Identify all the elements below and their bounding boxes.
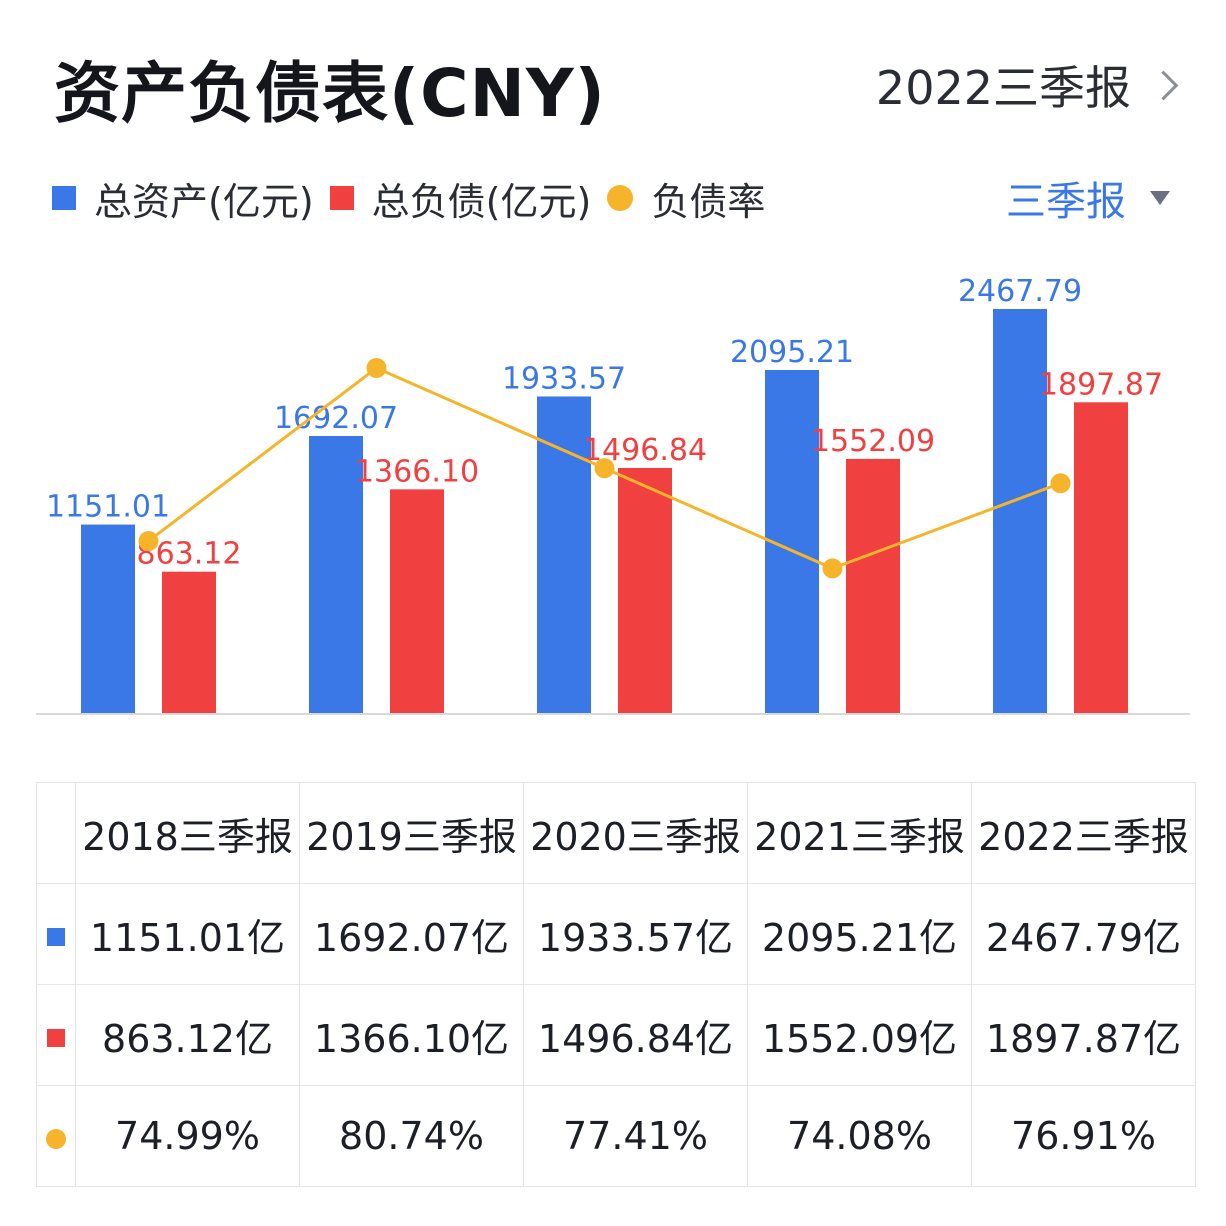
balance-sheet-chart: 1151.01863.121692.071366.101933.571496.8… [36,274,1190,715]
table-row-ratio: 74.99% 80.74% 77.41% 74.08% 76.91% [36,1085,1196,1187]
legend-label-assets: 总资产(亿元) [94,179,314,224]
table-cell: 77.41% [523,1085,748,1187]
table-cell: 1692.07亿 [299,883,524,985]
data-label-assets: 1933.57 [502,361,626,396]
data-label-liabilities: 1366.10 [355,454,479,489]
legend-swatch-assets [52,186,76,210]
table-cell: 2467.79亿 [971,883,1196,985]
table-column-header: 2019三季报 [299,782,524,884]
legend-item-ratio[interactable]: 负债率 [607,171,765,226]
report-period-link[interactable]: 2022三季报 [875,52,1179,118]
table-row-assets: 1151.01亿 1692.07亿 1933.57亿 2095.21亿 2467.79亿 [36,883,1196,985]
legend-item-assets[interactable]: 总资产(亿元) [52,171,314,226]
table-cell: 80.74% [299,1085,524,1187]
caret-down-icon [1150,191,1170,205]
bar-liabilities [618,467,672,713]
data-label-assets: 2095.21 [730,335,854,370]
row-marker-square [47,1028,65,1047]
table-column-header: 2022三季报 [971,782,1196,884]
legend-label-liabilities: 总负债(亿元) [371,179,592,224]
bar-liabilities [390,489,444,713]
data-label-assets: 1151.01 [46,490,170,525]
table-row-marker-cell [36,883,76,985]
bar-assets [309,435,363,713]
table-cell: 1496.84亿 [523,984,748,1086]
table-cell: 1151.01亿 [75,883,300,985]
data-label-assets: 2467.79 [958,274,1082,309]
table-cell: 1933.57亿 [523,883,748,985]
table-cell: 1552.09亿 [747,984,972,1086]
report-period-label: 2022三季报 [875,61,1131,115]
chart-legend: 总资产(亿元) 总负债(亿元) 负债率 [52,172,781,224]
row-marker-square [47,927,65,946]
bar-liabilities [846,458,900,713]
legend-swatch-liabilities [329,186,354,210]
table-cell: 74.99% [75,1085,300,1187]
table-row-marker-cell [36,984,76,1086]
legend-swatch-ratio [607,185,634,211]
table-column-header: 2020三季报 [523,782,748,884]
table-row-marker-cell [36,1085,76,1187]
chevron-right-icon [1148,70,1179,100]
table-column-header: 2018三季报 [75,782,300,884]
data-label-liabilities: 1552.09 [811,424,935,459]
table-cell: 863.12亿 [75,984,300,1086]
ratio-point [1050,473,1071,494]
table-cell: 1897.87亿 [971,984,1196,1086]
table-row-liabilities: 863.12亿 1366.10亿 1496.84亿 1552.09亿 1897.87亿 [36,984,1196,1086]
period-type-dropdown[interactable]: 三季报 [1006,172,1170,225]
ratio-point [594,458,615,479]
ratio-point [822,558,843,579]
bar-liabilities [162,571,216,713]
row-marker-dot [46,1128,66,1149]
header: 资产负债表(CNY) 2022三季报 [0,0,1226,160]
data-label-liabilities: 1897.87 [1039,367,1163,402]
bar-assets [81,524,135,713]
table-column-header: 2021三季报 [747,782,972,884]
bar-assets [993,309,1047,713]
ratio-point [366,358,387,378]
table-cell: 2095.21亿 [747,883,972,985]
legend-label-ratio: 负债率 [651,179,766,224]
bar-liabilities [1074,402,1128,713]
table-cell: 74.08% [747,1085,972,1187]
period-type-selected: 三季报 [1006,179,1126,225]
table-cell: 1366.10亿 [299,984,524,1086]
table-corner-cell [36,782,76,884]
table-cell: 76.91% [971,1085,1196,1187]
table-header-row: 2018三季报 2019三季报 2020三季报 2021三季报 2022三季报 [36,782,1196,884]
data-table: 2018三季报 2019三季报 2020三季报 2021三季报 2022三季报 1151.… [36,782,1196,1187]
page-title: 资产负债表(CNY) [54,55,606,132]
legend-item-liabilities[interactable]: 总负债(亿元) [329,171,592,226]
ratio-point [138,531,159,552]
